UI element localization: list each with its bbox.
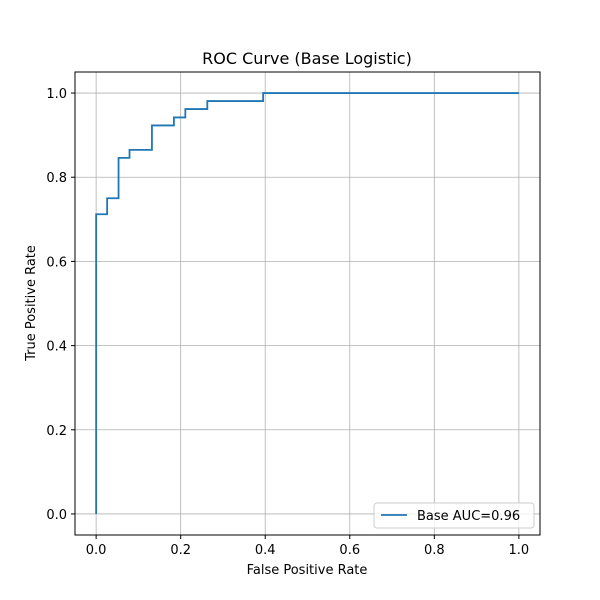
y-tick-label: 1.0: [46, 87, 67, 102]
x-tick-label: 0.4: [255, 543, 276, 558]
grid-lines: [75, 72, 540, 535]
legend-label: Base AUC=0.96: [417, 509, 520, 524]
roc-curve-line: [95, 92, 519, 514]
legend-box: [373, 502, 535, 529]
y-tick-label: 0.4: [46, 340, 67, 355]
x-tick-label: 1.0: [509, 543, 530, 558]
plot-frame: [74, 71, 541, 536]
legend: Base AUC=0.96: [373, 502, 535, 529]
y-axis-title: True Positive Rate: [24, 245, 39, 362]
series-layer: [95, 92, 519, 514]
ticks: 0.0 0.2 0.4 0.6 0.8 1.0 0.0 0.2 0.4 0.6 0.8 1.0: [46, 87, 529, 558]
x-tick-label: 0.8: [424, 543, 445, 558]
y-tick-label: 0.6: [46, 255, 67, 270]
chart-title: ROC Curve (Base Logistic): [202, 49, 412, 68]
x-axis-title: False Positive Rate: [247, 563, 368, 578]
y-tick-label: 0.0: [46, 508, 67, 523]
y-tick-label: 0.2: [46, 424, 67, 439]
x-tick-label: 0.6: [339, 543, 360, 558]
y-tick-label: 0.8: [46, 171, 67, 186]
x-tick-label: 0.2: [170, 543, 191, 558]
x-tick-label: 0.0: [86, 543, 107, 558]
